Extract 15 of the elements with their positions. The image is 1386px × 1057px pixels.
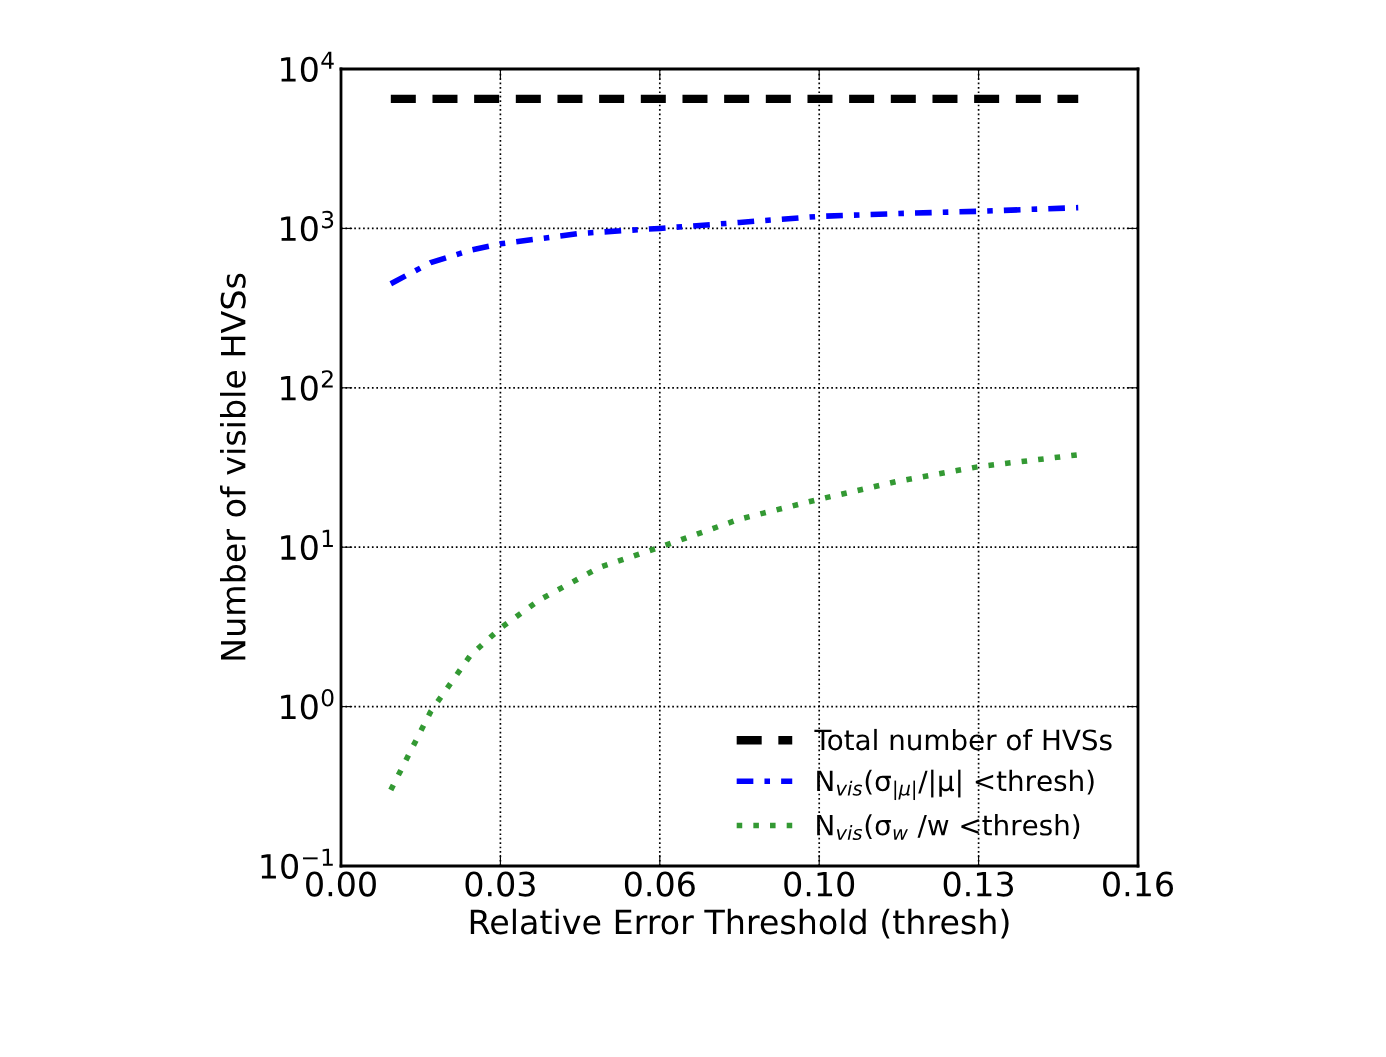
x-tick-label: 0.06	[624, 871, 695, 897]
y-tick-label: 10$^{3}$	[281, 210, 334, 242]
y-tick-label: 10$^{4}$	[281, 51, 334, 82]
x-tick-label: 0.03	[465, 871, 535, 897]
x-tick-label: 0.13	[943, 871, 1014, 897]
legend-label: Total number of HVSs	[814, 728, 1112, 751]
legend-label: N$_{vis}$(σ$_{w}$ /w <thresh)	[817, 814, 1080, 841]
y-axis-title: Number of visible HVSs	[219, 273, 246, 660]
y-tick-label: 10$^{1}$	[281, 529, 333, 561]
legend-label: N$_{vis}$(σ$_{|μ|}$/|μ| <thresh)	[817, 769, 1094, 801]
x-axis-title: Relative Error Threshold (thresh)	[470, 908, 1009, 939]
y-tick-label: 10$^{0}$	[281, 688, 334, 720]
x-tick-label: 0.10	[784, 871, 855, 897]
y-tick-label: 10$^{2}$	[281, 370, 333, 401]
x-tick-label: 0.16	[1103, 871, 1174, 897]
